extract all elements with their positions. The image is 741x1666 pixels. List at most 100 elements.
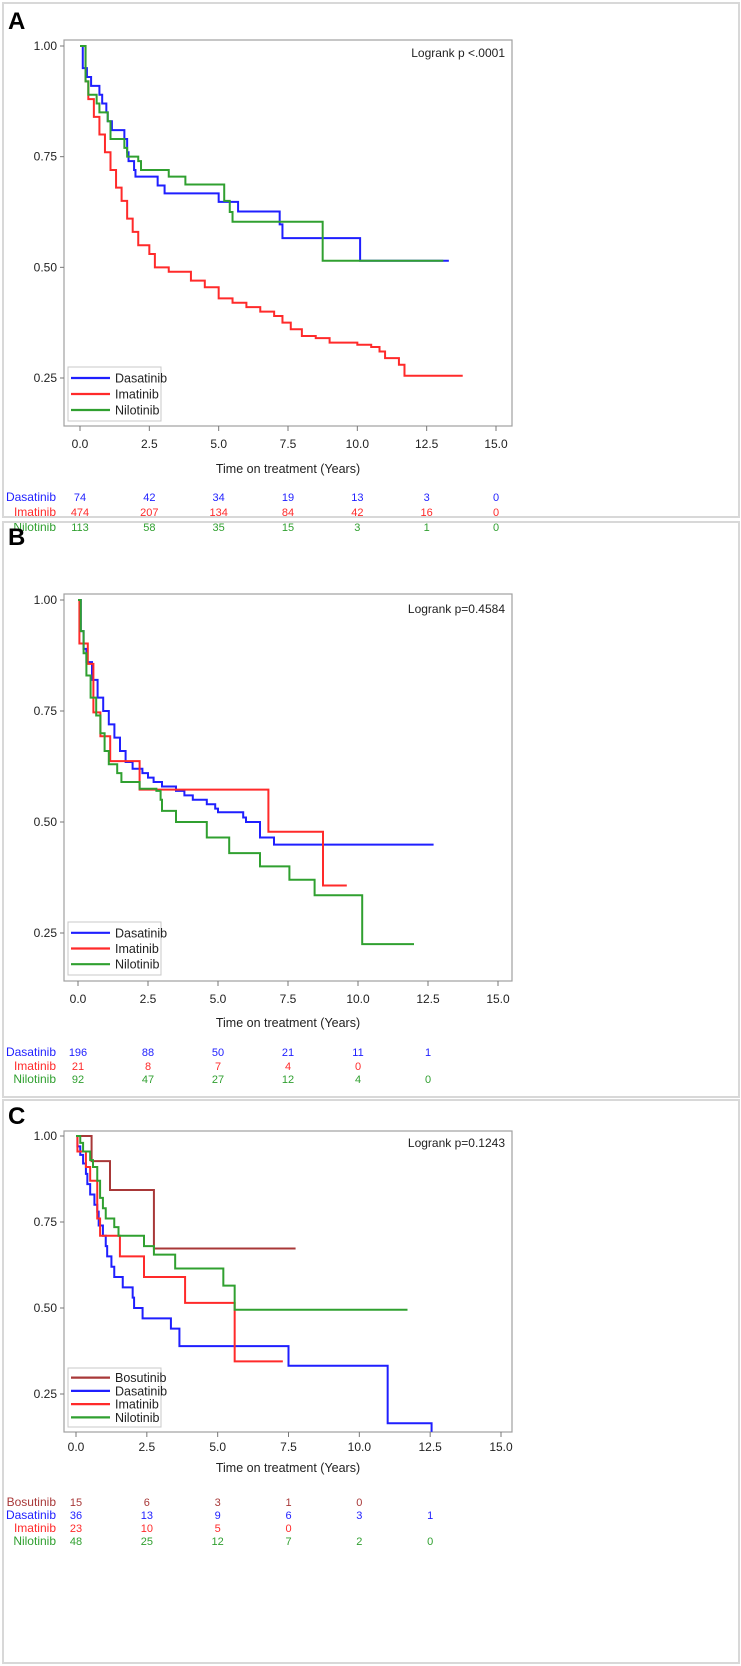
x-tick-label: 0.0	[70, 992, 87, 1006]
km-curve-imatinib	[78, 599, 347, 887]
logrank-annotation: Logrank p <.0001	[411, 46, 505, 60]
legend-label: Dasatinib	[115, 1384, 167, 1398]
panel-label: A	[8, 8, 25, 35]
km-curve-dasatinib	[76, 1135, 433, 1432]
at-risk-row-label: Imatinib	[14, 1521, 56, 1535]
at-risk-value: 0	[493, 522, 499, 534]
at-risk-value: 4	[285, 1061, 291, 1073]
at-risk-row-label: Nilotinib	[13, 1534, 56, 1548]
panel-label: B	[8, 524, 25, 551]
x-axis-label: Time on treatment (Years)	[216, 462, 360, 476]
at-risk-value: 15	[282, 522, 294, 534]
at-risk-value: 1	[285, 1497, 291, 1509]
at-risk-value: 58	[143, 522, 155, 534]
at-risk-value: 21	[282, 1047, 294, 1059]
at-risk-value: 113	[71, 522, 89, 534]
at-risk-value: 0	[493, 507, 499, 519]
y-tick-label: 0.50	[34, 1301, 58, 1315]
at-risk-value: 13	[351, 492, 363, 504]
y-tick-label: 0.50	[34, 260, 58, 274]
at-risk-value: 3	[424, 492, 430, 504]
at-risk-value: 13	[141, 1510, 153, 1522]
x-tick-label: 10.0	[346, 437, 370, 451]
x-tick-label: 5.0	[210, 437, 227, 451]
x-tick-label: 0.0	[68, 1440, 85, 1454]
at-risk-row-label: Nilotinib	[13, 520, 56, 534]
km-curve-bosutinib	[76, 1135, 296, 1250]
at-risk-value: 4	[355, 1074, 361, 1086]
at-risk-value: 9	[215, 1510, 221, 1522]
at-risk-value: 6	[144, 1497, 150, 1509]
x-tick-label: 5.0	[209, 1440, 226, 1454]
at-risk-value: 196	[69, 1047, 87, 1059]
at-risk-value: 23	[70, 1523, 82, 1535]
panel-c: C 1.00 0.75 0.50 0.25 0.0 2.5 5.0 7.5 10.0 12.5 15.…	[2, 1099, 740, 1664]
at-risk-row-label: Dasatinib	[6, 1508, 56, 1522]
at-risk-value: 2	[356, 1536, 362, 1548]
x-tick-label: 7.5	[280, 1440, 297, 1454]
km-curve-nilotinib	[76, 1135, 408, 1311]
at-risk-value: 19	[282, 492, 294, 504]
legend-label: Imatinib	[115, 942, 159, 956]
at-risk-value: 1	[427, 1510, 433, 1522]
y-tick-label: 0.50	[34, 815, 58, 829]
x-tick-label: 15.0	[484, 437, 508, 451]
at-risk-row-label: Imatinib	[14, 505, 56, 519]
at-risk-value: 88	[142, 1047, 154, 1059]
km-curve-dasatinib	[80, 45, 449, 262]
x-axis-label: Time on treatment (Years)	[216, 1461, 360, 1475]
y-tick-label: 0.75	[34, 150, 58, 164]
y-tick-label: 0.25	[34, 926, 58, 940]
x-tick-label: 2.5	[140, 992, 157, 1006]
x-tick-label: 15.0	[489, 1440, 513, 1454]
at-risk-value: 48	[70, 1536, 82, 1548]
km-curve-nilotinib	[80, 45, 444, 262]
at-risk-value: 47	[142, 1074, 154, 1086]
logrank-annotation: Logrank p=0.1243	[408, 1136, 505, 1150]
at-risk-value: 1	[424, 522, 430, 534]
at-risk-value: 1	[425, 1047, 431, 1059]
panel-a: A 1.00 0.75 0.50 0.25 0.0 2.5 5.0 7.5 10.0 12.5 15.…	[2, 2, 740, 534]
at-risk-value: 84	[282, 507, 294, 519]
x-tick-label: 15.0	[486, 992, 510, 1006]
x-tick-label: 5.0	[210, 992, 227, 1006]
y-tick-label: 1.00	[34, 1129, 58, 1143]
at-risk-row-label: Imatinib	[14, 1059, 56, 1073]
x-tick-label: 0.0	[72, 437, 89, 451]
logrank-annotation: Logrank p=0.4584	[408, 602, 505, 616]
at-risk-value: 42	[351, 507, 363, 519]
at-risk-value: 50	[212, 1047, 224, 1059]
km-curve-imatinib	[76, 1135, 283, 1363]
at-risk-value: 35	[213, 522, 225, 534]
panel-border	[2, 2, 740, 518]
at-risk-value: 8	[145, 1061, 151, 1073]
y-tick-label: 0.25	[34, 1387, 58, 1401]
at-risk-value: 207	[140, 507, 158, 519]
x-tick-label: 12.5	[416, 992, 440, 1006]
at-risk-value: 7	[215, 1061, 221, 1073]
at-risk-value: 25	[141, 1536, 153, 1548]
km-curve-dasatinib	[78, 599, 434, 846]
x-tick-label: 12.5	[415, 437, 439, 451]
x-tick-label: 7.5	[280, 437, 297, 451]
x-axis-label: Time on treatment (Years)	[216, 1016, 360, 1030]
at-risk-value: 134	[209, 507, 227, 519]
y-tick-label: 0.75	[34, 1215, 58, 1229]
at-risk-value: 12	[212, 1536, 224, 1548]
at-risk-row-label: Dasatinib	[6, 1045, 56, 1059]
at-risk-row-label: Nilotinib	[13, 1072, 56, 1086]
y-tick-label: 1.00	[34, 593, 58, 607]
at-risk-value: 6	[285, 1510, 291, 1522]
at-risk-value: 0	[355, 1061, 361, 1073]
y-tick-label: 0.75	[34, 704, 58, 718]
x-tick-label: 12.5	[418, 1440, 442, 1454]
legend-label: Nilotinib	[115, 404, 160, 418]
at-risk-value: 0	[356, 1497, 362, 1509]
panel-b: B 1.00 0.75 0.50 0.25 0.0 2.5 5.0 7.5 10.0 12.5 15.…	[2, 521, 740, 1098]
x-tick-label: 10.0	[346, 992, 370, 1006]
at-risk-row-label: Bosutinib	[7, 1495, 57, 1509]
legend-label: Dasatinib	[115, 926, 167, 940]
legend: Dasatinib Imatinib Nilotinib	[67, 366, 167, 422]
